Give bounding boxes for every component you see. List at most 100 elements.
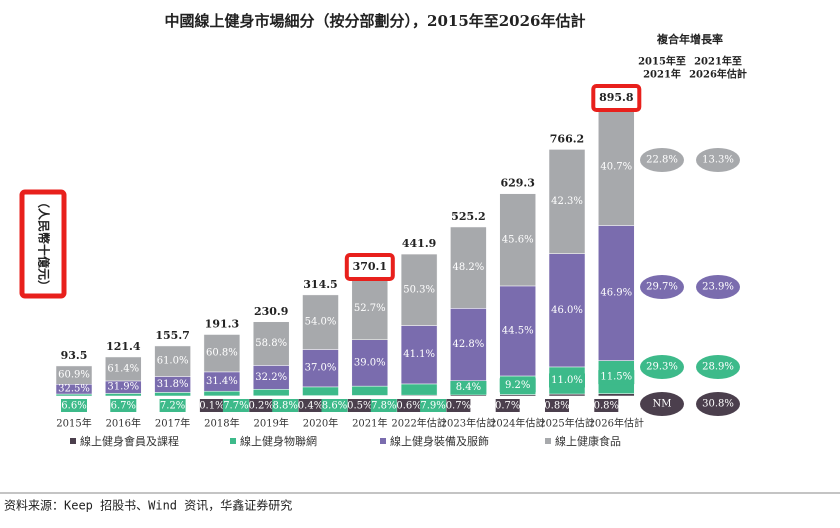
bar-segment — [548, 149, 586, 254]
x-tick-label: 2016年 — [106, 417, 141, 430]
value-label: 60.9% — [58, 370, 90, 381]
cagr-column: 2021年 — [643, 68, 681, 81]
value-label: 0.7% — [495, 401, 520, 412]
total-label: 121.4 — [106, 340, 141, 353]
label-box — [298, 399, 323, 412]
legend-label: 線上健身裝備及服飾 — [390, 434, 489, 448]
value-label: 46.0% — [551, 305, 583, 316]
cagr-value: 30.8% — [702, 399, 734, 410]
label-box — [199, 399, 224, 412]
bar-segment — [55, 365, 93, 385]
label-box — [446, 399, 471, 412]
bar-segment — [598, 393, 635, 397]
x-tick-label: 2023年估計 — [441, 417, 496, 430]
bar-segment — [302, 294, 339, 350]
label-box — [450, 380, 487, 395]
value-label: 42.3% — [551, 196, 583, 207]
bar-segment — [105, 393, 142, 397]
label-box — [499, 378, 536, 393]
legend-label: 線上健康食品 — [555, 434, 621, 448]
highlight-box — [591, 84, 642, 112]
value-label: 0.6% — [396, 401, 421, 412]
cagr-value: 29.3% — [646, 362, 678, 373]
bar-segment — [351, 339, 389, 387]
value-label: 0.1% — [199, 401, 224, 412]
cagr-oval — [696, 355, 740, 379]
total-label: 93.5 — [61, 349, 88, 362]
highlight-box — [344, 253, 395, 282]
value-label: 39.0% — [354, 357, 386, 368]
legend-swatch — [545, 438, 551, 444]
value-label: 32.2% — [255, 372, 287, 383]
cagr-value: 23.9% — [702, 282, 734, 293]
value-label: 50.3% — [403, 284, 435, 295]
bar-segment — [203, 390, 241, 397]
label-box — [495, 399, 520, 412]
total-label: 370.1 — [353, 260, 387, 273]
value-label: 0.2% — [248, 401, 273, 412]
bar-segment — [400, 325, 438, 385]
bar-segment — [450, 308, 487, 381]
source: 资料来源：Keep 招股书、Wind 资讯，华鑫证券研究 — [4, 498, 292, 513]
x-tick-label: 2026年估計 — [589, 417, 644, 430]
value-label: 40.7% — [600, 161, 632, 172]
cagr-oval — [640, 392, 684, 416]
bar-segment — [302, 349, 339, 388]
value-label: 6.6% — [61, 401, 86, 412]
value-label: 7.7% — [223, 401, 248, 412]
value-label: 61.4% — [107, 363, 139, 374]
value-label: 0.7% — [446, 401, 471, 412]
x-tick-label: 2019年 — [253, 417, 288, 430]
value-label: 44.5% — [502, 325, 534, 336]
highlight-box — [19, 189, 67, 299]
value-label: 0.4% — [298, 401, 323, 412]
label-box — [549, 373, 585, 388]
legend-label: 線上健身物聯網 — [240, 434, 317, 448]
value-label: 31.4% — [206, 376, 238, 387]
total-label: 629.3 — [500, 177, 534, 190]
label-box — [321, 399, 348, 412]
bar-segment — [598, 225, 635, 361]
bar-segment — [351, 385, 389, 396]
bar-segment — [400, 253, 438, 326]
cagr-value: NM — [653, 399, 672, 410]
legend-label: 線上健身會員及課程 — [80, 434, 179, 448]
value-label: 11.5% — [600, 372, 632, 383]
chart-title: 中國線上健身市場細分（按分部劃分），2015年至2026年估計 — [165, 12, 586, 30]
label-box — [110, 399, 137, 412]
total-label: 895.8 — [599, 91, 634, 104]
value-label: 7.2% — [160, 401, 185, 412]
value-label: 45.6% — [502, 234, 534, 245]
cagr-title: 複合年增長率 — [656, 32, 723, 46]
bar-segment — [400, 383, 438, 396]
label-box — [370, 399, 397, 412]
legend-swatch — [380, 438, 386, 444]
bar-segment — [154, 392, 191, 397]
value-label: 48.2% — [453, 262, 485, 273]
value-label: 0.5% — [347, 401, 372, 412]
bar-segment — [351, 276, 389, 340]
bar-segment — [548, 393, 586, 397]
value-label: 7.8% — [371, 401, 396, 412]
cagr-oval — [640, 355, 684, 379]
bar-segment — [548, 253, 586, 368]
cagr-oval — [696, 275, 740, 299]
value-label: 0.8% — [544, 401, 569, 412]
legend-swatch — [70, 438, 76, 444]
cagr-column: 2015年至 — [638, 55, 686, 68]
total-label: 230.9 — [254, 305, 288, 318]
bar-segment — [302, 386, 339, 396]
label-box — [347, 399, 372, 412]
label-box — [420, 399, 447, 412]
value-label: 41.1% — [403, 349, 435, 360]
total-label: 766.2 — [550, 133, 584, 146]
value-label: 31.9% — [107, 382, 139, 393]
x-tick-label: 2018年 — [204, 417, 239, 430]
bar-segment — [105, 356, 142, 382]
value-label: 11.0% — [551, 375, 583, 386]
bar-segment — [499, 285, 536, 377]
value-label: 46.9% — [600, 288, 632, 299]
bar-segment — [499, 193, 536, 287]
cagr-value: 22.8% — [646, 155, 678, 166]
